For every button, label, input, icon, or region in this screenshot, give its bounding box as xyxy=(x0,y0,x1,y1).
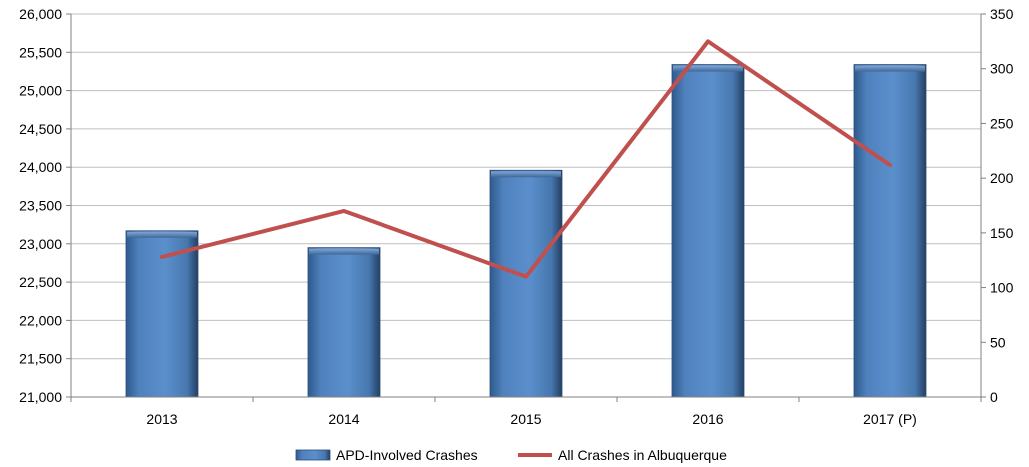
left-tick-label: 21,500 xyxy=(19,351,62,367)
right-tick-label: 250 xyxy=(990,115,1014,131)
bar xyxy=(307,247,381,398)
bar xyxy=(671,64,745,398)
left-tick-label: 25,500 xyxy=(19,44,62,60)
bar-bevel xyxy=(673,65,743,72)
x-tick-label: 2013 xyxy=(146,411,177,427)
right-tick-label: 0 xyxy=(990,389,998,405)
left-tick-label: 23,500 xyxy=(19,198,62,214)
right-axis-ticks: 0 50 100 150 200 250 300 350 xyxy=(990,6,1014,405)
legend: APD-Involved Crashes All Crashes in Albuq… xyxy=(295,447,727,463)
left-tick-label: 26,000 xyxy=(19,6,62,22)
left-tick-label: 21,000 xyxy=(19,389,62,405)
x-tick-label: 2015 xyxy=(510,411,541,427)
legend-swatch-bars xyxy=(295,449,331,461)
x-tick-label: 2017 (P) xyxy=(863,411,917,427)
legend-label-bars: APD-Involved Crashes xyxy=(336,447,478,463)
bar-series xyxy=(125,64,927,398)
legend-label-line: All Crashes in Albuquerque xyxy=(558,447,727,463)
left-tick-label: 25,000 xyxy=(19,83,62,99)
left-axis-ticks: 21,000 21,500 22,000 22,500 23,000 23,500 24,0… xyxy=(19,6,62,405)
right-tick-label: 50 xyxy=(990,334,1006,350)
bar-bevel xyxy=(491,171,561,178)
bar-bevel xyxy=(127,231,197,238)
x-tick-label: 2014 xyxy=(328,411,359,427)
left-tick-label: 22,500 xyxy=(19,274,62,290)
bar xyxy=(489,169,563,398)
axes xyxy=(66,13,986,402)
bar-bevel xyxy=(309,248,379,255)
right-tick-label: 300 xyxy=(990,61,1014,77)
right-tick-label: 100 xyxy=(990,280,1014,296)
right-tick-label: 150 xyxy=(990,225,1014,241)
line-series xyxy=(160,39,892,279)
left-tick-label: 23,000 xyxy=(19,236,62,252)
left-tick-label: 24,500 xyxy=(19,121,62,137)
bar xyxy=(853,64,927,398)
right-tick-label: 350 xyxy=(990,6,1014,22)
left-tick-label: 22,000 xyxy=(19,312,62,328)
bar-bevel xyxy=(855,65,925,72)
left-tick-label: 24,000 xyxy=(19,159,62,175)
right-tick-label: 200 xyxy=(990,170,1014,186)
x-tick-label: 2016 xyxy=(692,411,723,427)
x-axis-ticks: 2013 2014 2015 2016 2017 (P) xyxy=(146,411,916,427)
